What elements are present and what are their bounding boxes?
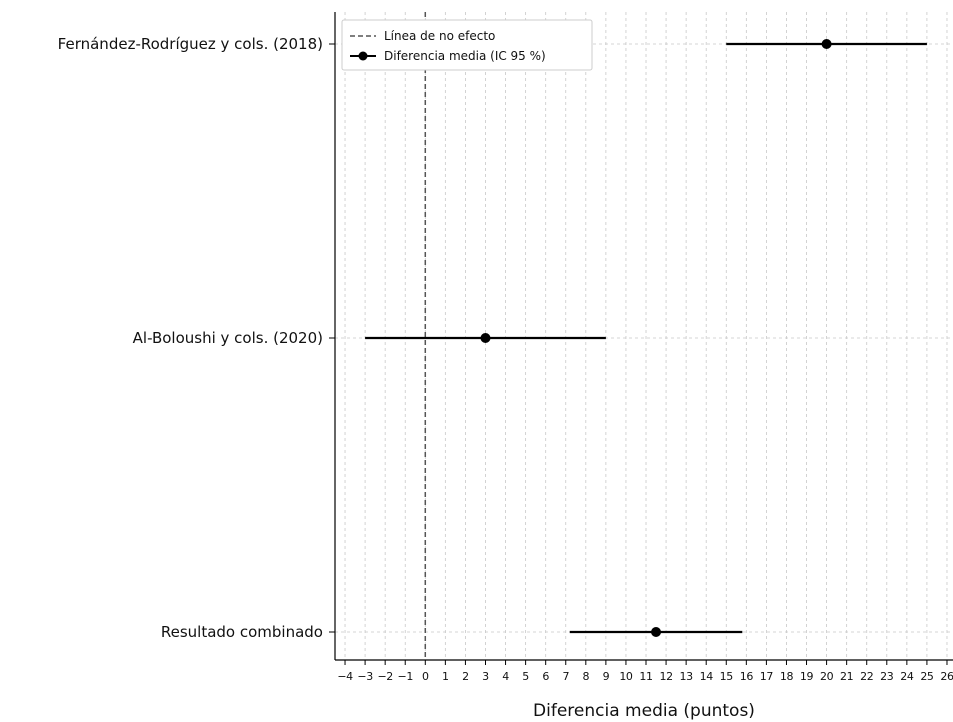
x-axis-label: Diferencia media (puntos) — [533, 701, 755, 721]
x-tick-label: 25 — [920, 670, 934, 683]
x-tick-label: 17 — [760, 670, 774, 683]
x-tick-label: 14 — [700, 670, 714, 683]
x-tick-label: 26 — [940, 670, 953, 683]
x-tick-label: 22 — [860, 670, 873, 683]
x-tick-label: −2 — [377, 670, 392, 683]
study-labels: Fernández-Rodríguez y cols. (2018) Al-Bol… — [58, 35, 323, 641]
x-tick-label: −1 — [398, 670, 413, 683]
x-tick-label: 13 — [680, 670, 694, 683]
x-tick-label: 6 — [542, 670, 549, 683]
x-tick-label: 24 — [900, 670, 914, 683]
x-tick-label: 9 — [603, 670, 610, 683]
x-tick-label: 4 — [502, 670, 509, 683]
x-tick-label: 2 — [462, 670, 469, 683]
mean-point — [651, 627, 662, 637]
x-tick-label: 18 — [780, 670, 794, 683]
x-tick-label: 8 — [583, 670, 590, 683]
x-tick-label: 20 — [820, 670, 834, 683]
x-tick-label: 12 — [659, 670, 672, 683]
x-tick-label: 19 — [800, 670, 814, 683]
legend-mean-label: Diferencia media (IC 95 %) — [384, 49, 546, 63]
mean-point — [821, 39, 832, 49]
x-tick-labels: −4 −3 −2 −1 0 1 2 3 4 5 6 7 8 9 10 11 12 13 14 15 16 17 18 19 20… — [337, 670, 953, 683]
x-tick-label: 16 — [740, 670, 754, 683]
study-label: Al-Boloushi y cols. (2020) — [133, 329, 323, 347]
x-tick-label: 21 — [840, 670, 853, 683]
study-label: Fernández-Rodríguez y cols. (2018) — [58, 35, 323, 53]
x-tick-label: 15 — [720, 670, 734, 683]
legend: Línea de no efecto Diferencia media (IC … — [341, 19, 593, 71]
x-tick-label: 23 — [880, 670, 894, 683]
x-tick-label: −4 — [337, 670, 353, 683]
legend-mean-swatch-marker — [358, 51, 368, 61]
x-tick-label: 5 — [522, 670, 529, 683]
mean-point — [480, 333, 491, 343]
x-tick-label: 0 — [422, 670, 429, 683]
grid-lines — [335, 12, 953, 660]
x-tick-label: 3 — [482, 670, 489, 683]
legend-box — [341, 19, 593, 71]
study-label: Resultado combinado — [161, 623, 323, 641]
axes — [329, 12, 953, 665]
x-tick-label: −3 — [357, 670, 373, 683]
x-tick-label: 10 — [619, 670, 633, 683]
x-tick-label: 11 — [639, 670, 652, 683]
x-tick-label: 1 — [442, 670, 449, 683]
data-marks — [365, 39, 927, 637]
legend-no-effect-label: Línea de no efecto — [384, 29, 495, 43]
x-tick-label: 7 — [562, 670, 569, 683]
